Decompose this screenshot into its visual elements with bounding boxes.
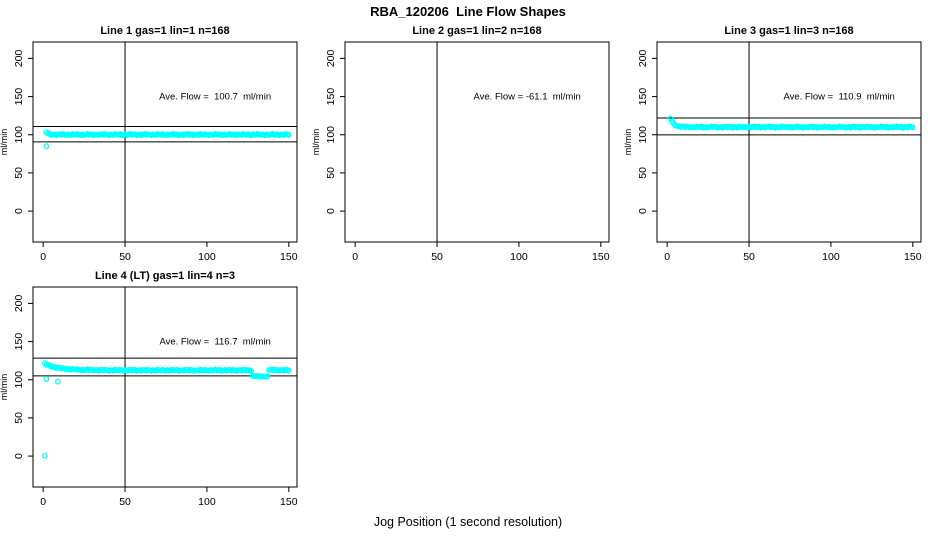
- flow-data-point: [909, 124, 916, 131]
- y-axis-unit-label: ml/min: [0, 129, 9, 156]
- plot-box: [344, 41, 610, 243]
- y-tick-label: 150: [637, 88, 649, 106]
- y-tick-label: 100: [13, 126, 25, 144]
- plot-box: [32, 286, 298, 488]
- x-tick-label: 100: [198, 496, 216, 508]
- plot-panel: 0 50 100 150 0 50 100 150 200 ml/min Line 2 gas=1 …: [311, 25, 610, 263]
- y-tick-label: 100: [325, 126, 337, 144]
- x-tick-label: 100: [510, 251, 528, 263]
- y-tick-label: 100: [637, 126, 649, 144]
- y-tick-label: 200: [325, 49, 337, 67]
- flow-data-point: [264, 373, 271, 380]
- ave-flow-annotation: Ave. Flow = -61.1 ml/min: [473, 92, 580, 103]
- flow-data-point: [43, 376, 50, 382]
- flow-data-point: [54, 378, 61, 385]
- x-tick-label: 100: [198, 251, 216, 263]
- flow-data-point: [285, 367, 292, 374]
- panel-title: Line 3 gas=1 lin=3 n=168: [724, 25, 853, 37]
- y-axis-unit-label: ml/min: [311, 129, 321, 156]
- plot-box: [32, 41, 298, 243]
- y-tick-label: 100: [13, 371, 25, 389]
- panel-title: Line 4 (LT) gas=1 lin=4 n=3: [95, 270, 235, 282]
- y-tick-label: 150: [13, 88, 25, 106]
- y-tick-label: 150: [13, 333, 25, 351]
- plot-box: [656, 41, 922, 243]
- y-tick-label: 200: [637, 49, 649, 67]
- ave-flow-annotation: Ave. Flow = 110.9 ml/min: [783, 92, 894, 103]
- y-tick-label: 50: [13, 412, 25, 424]
- y-axis-unit-label: ml/min: [0, 374, 9, 401]
- plot-panel: 0 50 100 150 0 50 100 150 200 ml/min Line 4 (LT) g…: [0, 270, 298, 508]
- y-tick-label: 50: [637, 167, 649, 179]
- y-tick-label: 50: [325, 167, 337, 179]
- x-tick-label: 0: [352, 251, 358, 263]
- x-tick-label: 100: [822, 251, 840, 263]
- x-tick-label: 150: [280, 496, 298, 508]
- x-tick-label: 0: [40, 496, 46, 508]
- ave-flow-annotation: Ave. Flow = 100.7 ml/min: [159, 92, 271, 103]
- plot-panel: 0 50 100 150 0 50 100 150 200 ml/min Line 1 gas=1 …: [0, 25, 298, 263]
- x-tick-label: 0: [664, 251, 670, 263]
- x-tick-label: 50: [743, 251, 755, 263]
- y-tick-label: 0: [637, 208, 649, 214]
- x-tick-label: 50: [119, 496, 131, 508]
- y-tick-label: 200: [13, 294, 25, 312]
- y-tick-label: 0: [325, 208, 337, 214]
- x-tick-label: 50: [119, 251, 131, 263]
- panel-title: Line 2 gas=1 lin=2 n=168: [412, 25, 541, 37]
- x-tick-label: 0: [40, 251, 46, 263]
- y-tick-label: 150: [325, 88, 337, 106]
- y-axis-unit-label: ml/min: [623, 129, 633, 156]
- ave-flow-annotation: Ave. Flow = 116.7 ml/min: [159, 337, 270, 348]
- flow-data-point: [248, 367, 255, 374]
- flow-data-point: [43, 143, 50, 150]
- panel-title: Line 1 gas=1 lin=1 n=168: [100, 25, 229, 37]
- y-tick-label: 200: [13, 49, 25, 67]
- x-tick-label: 150: [280, 251, 298, 263]
- x-tick-label: 150: [904, 251, 922, 263]
- y-tick-label: 50: [13, 167, 25, 179]
- y-tick-label: 0: [13, 208, 25, 214]
- plot-panel: 0 50 100 150 0 50 100 150 200 ml/min Line 3 gas=1 …: [623, 25, 922, 263]
- flow-data-point: [285, 131, 292, 138]
- x-tick-label: 150: [592, 251, 610, 263]
- x-axis-label: Jog Position (1 second resolution): [373, 515, 563, 529]
- y-tick-label: 0: [13, 453, 25, 459]
- x-tick-label: 50: [431, 251, 443, 263]
- figure-title: RBA_120206 Line Flow Shapes: [370, 4, 566, 19]
- flow-data-point: [41, 452, 48, 459]
